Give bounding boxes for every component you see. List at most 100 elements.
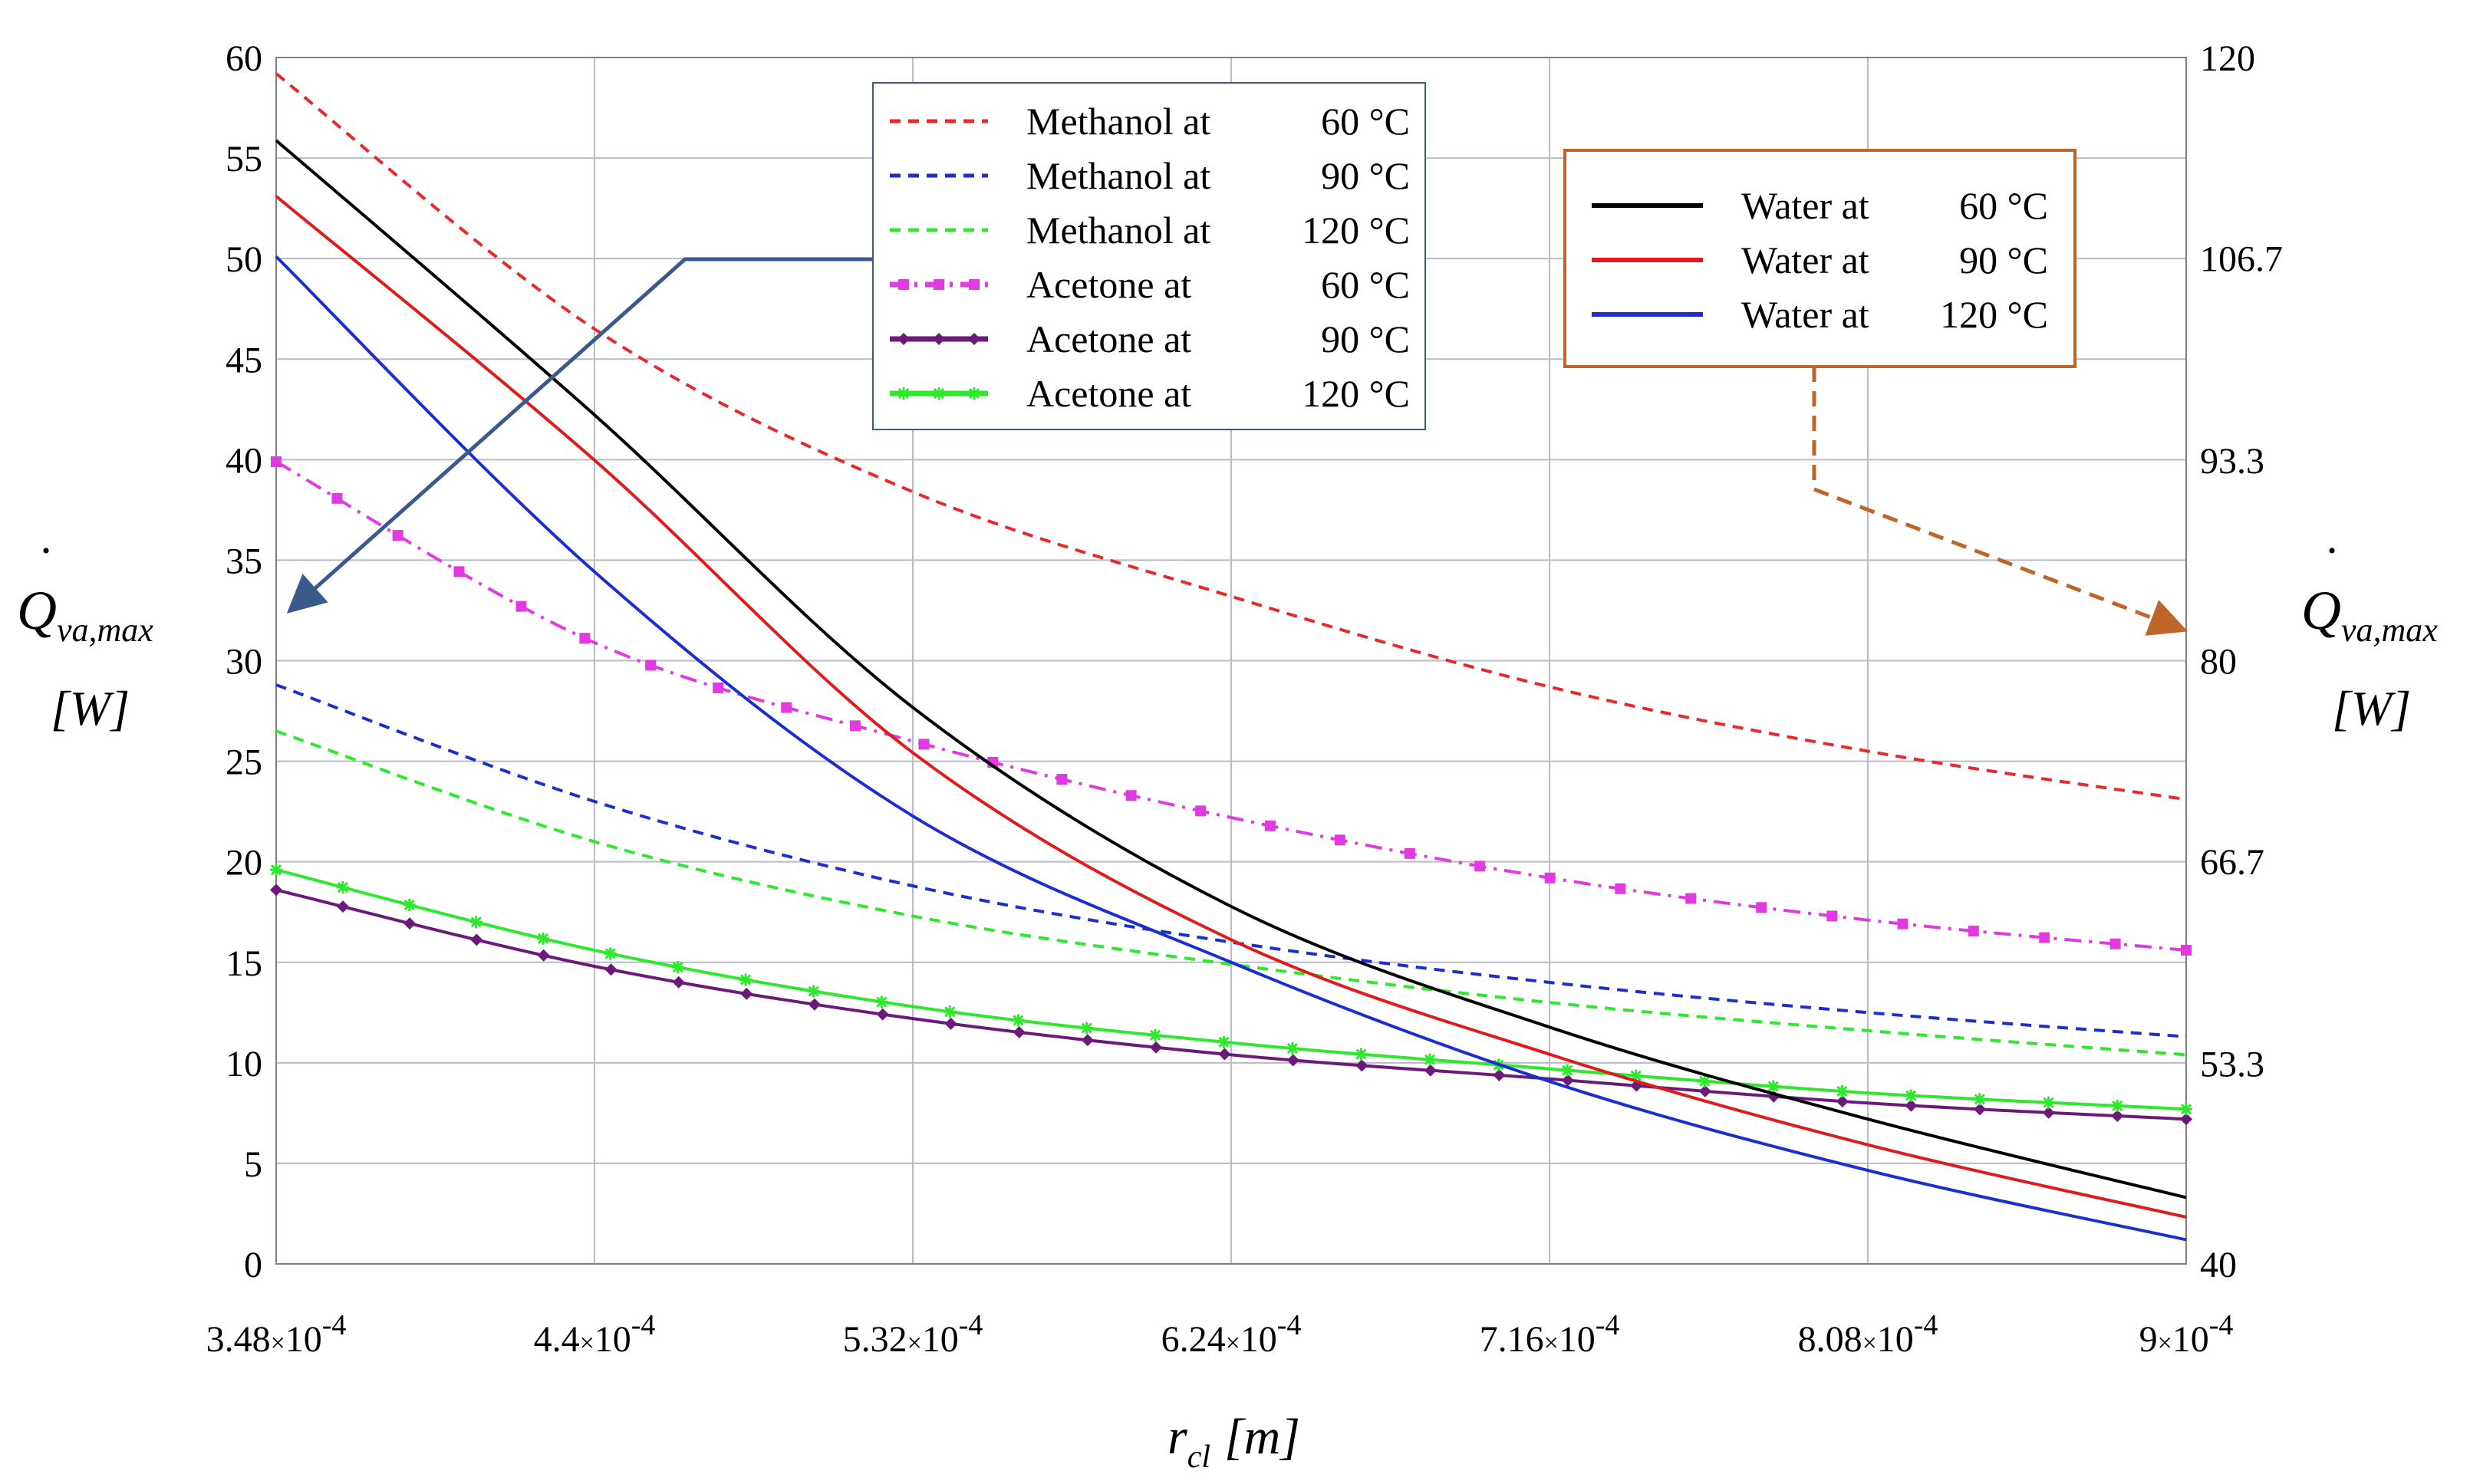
- y-axis-right-unit: [W]: [2332, 681, 2411, 735]
- legend-left-item-4: Acetone at 90 °C: [890, 318, 1410, 360]
- marker-3-15: [1264, 820, 1276, 831]
- series-line-1: [275, 683, 2187, 1038]
- legend-right-temp-2: 120 °C: [1940, 293, 2048, 336]
- y-left-tick-12: 60: [226, 38, 262, 79]
- legend-left-item-5: Acetone at 120 °C: [890, 372, 1410, 415]
- svg-text:Qva,max: Qva,max: [2301, 580, 2438, 649]
- marker-4-10: [944, 1017, 957, 1030]
- series-3: [271, 456, 2192, 956]
- y-axis-left-symbol: Q: [17, 580, 57, 641]
- marker-3-13: [1125, 790, 1137, 801]
- legend-left-temp-3: 60 °C: [1321, 263, 1410, 306]
- legend-left-temp-1: 90 °C: [1321, 154, 1410, 197]
- y-left-tick-2: 10: [226, 1044, 262, 1084]
- y-right-tick-1: 53.3: [2200, 1044, 2264, 1084]
- marker-5-7: [739, 973, 753, 986]
- legend-left-item-3: Acetone at 60 °C: [890, 263, 1410, 306]
- legend-left-marker-3-1: [934, 279, 944, 290]
- arrow-left: [286, 257, 873, 614]
- marker-4-5: [604, 963, 618, 976]
- marker-5-23: [1836, 1084, 1849, 1097]
- y-left-tick-7: 35: [226, 541, 262, 581]
- legend-right-temp-0: 60 °C: [1959, 184, 2048, 227]
- legend-left-label-5: Acetone at: [1026, 372, 1191, 415]
- legend-left-marker-4-1: [933, 333, 945, 345]
- x-axis-var: r: [1167, 1409, 1187, 1465]
- marker-4-26: [2042, 1106, 2055, 1119]
- x-tick-6: 9×10-4: [2139, 1309, 2234, 1360]
- y-axis-right-label: · Qva,max [W]: [2301, 525, 2438, 735]
- marker-5-19: [1561, 1064, 1574, 1077]
- legend-left-marker-5-0: [897, 387, 910, 400]
- marker-5-26: [2042, 1096, 2055, 1109]
- y-axis-right-dot: ·: [2324, 525, 2340, 576]
- series-line-0: [275, 72, 2187, 801]
- marker-3-26: [2039, 932, 2050, 943]
- y-left-tick-0: 0: [244, 1245, 262, 1285]
- y-left-tick-5: 25: [226, 742, 262, 783]
- marker-3-2: [392, 530, 403, 541]
- arrow-right: [1812, 367, 2188, 636]
- legend-right-label-0: Water at: [1741, 184, 1869, 227]
- marker-3-25: [1968, 925, 1979, 936]
- marker-4-11: [1013, 1026, 1026, 1039]
- marker-4-2: [403, 917, 417, 930]
- x-tick-1: 4.4×10-4: [534, 1309, 656, 1360]
- marker-4-3: [470, 933, 483, 946]
- legend-right-item-0: Water at 60 °C: [1592, 184, 2048, 227]
- marker-4-4: [537, 949, 550, 962]
- plot-frame: [275, 57, 2187, 1265]
- marker-4-15: [1286, 1054, 1299, 1067]
- axis-ticks: 0 5 10 15 20 25 30 35 40 45 50 55 60 40 53.3 66.7 80 93.3…: [206, 38, 2283, 1360]
- marker-5-13: [1149, 1028, 1162, 1041]
- y-right-tick-6: 120: [2200, 38, 2255, 79]
- legend-left-marker-5-1: [933, 387, 945, 400]
- y-left-tick-9: 45: [226, 340, 262, 380]
- marker-4-6: [672, 976, 685, 989]
- y-axis-left-unit: [W]: [51, 681, 130, 735]
- marker-4-25: [1974, 1103, 1987, 1116]
- marker-4-24: [1905, 1099, 1918, 1112]
- marker-5-27: [2111, 1099, 2124, 1112]
- legend-left-item-0: Methanol at 60 °C: [890, 100, 1410, 143]
- legend-left-label-3: Acetone at: [1026, 263, 1191, 306]
- marker-5-25: [1973, 1093, 1986, 1106]
- marker-3-8: [781, 702, 792, 713]
- marker-3-10: [918, 739, 930, 750]
- marker-5-8: [807, 985, 820, 998]
- series-1: [275, 683, 2187, 1038]
- marker-3-18: [1474, 860, 1486, 872]
- legend-left-temp-5: 120 °C: [1302, 372, 1410, 415]
- marker-3-9: [849, 720, 861, 732]
- marker-3-12: [1056, 774, 1068, 785]
- marker-3-14: [1195, 805, 1207, 817]
- legend-left-temp-0: 60 °C: [1321, 100, 1410, 143]
- legend-left-box: [872, 82, 1426, 430]
- legend-right-temp-1: 90 °C: [1959, 239, 2048, 281]
- x-axis-label: rcl [m]: [1167, 1409, 1300, 1475]
- marker-3-17: [1404, 847, 1415, 859]
- marker-3-4: [515, 601, 527, 612]
- y-right-tick-0: 40: [2200, 1245, 2237, 1285]
- marker-4-1: [337, 900, 350, 913]
- svg-text:Qva,max: Qva,max: [17, 580, 153, 649]
- legend-water: Water at 60 °C Water at 90 °C Water at 120 °C: [1563, 149, 2076, 368]
- x-tick-5: 8.08×10-4: [1798, 1309, 1938, 1360]
- marker-3-20: [1615, 883, 1626, 894]
- series-group: [270, 72, 2192, 1242]
- legend-left-marker-3-2: [969, 279, 980, 290]
- legend-arrows: [286, 257, 2188, 636]
- marker-5-2: [403, 898, 416, 911]
- y-right-tick-3: 80: [2200, 642, 2237, 683]
- legend-right-item-1: Water at 90 °C: [1592, 239, 2048, 281]
- y-left-tick-10: 50: [226, 239, 262, 280]
- y-axis-left-label: · Qva,max [W]: [17, 525, 153, 735]
- marker-5-12: [1080, 1022, 1093, 1035]
- legend-left-marker-5-2: [968, 387, 980, 400]
- y-axis-right-subscript: va,max: [2341, 611, 2438, 649]
- marker-4-27: [2111, 1110, 2124, 1123]
- marker-5-14: [1217, 1035, 1230, 1048]
- marker-5-1: [336, 881, 349, 893]
- series-line-6: [275, 139, 2187, 1199]
